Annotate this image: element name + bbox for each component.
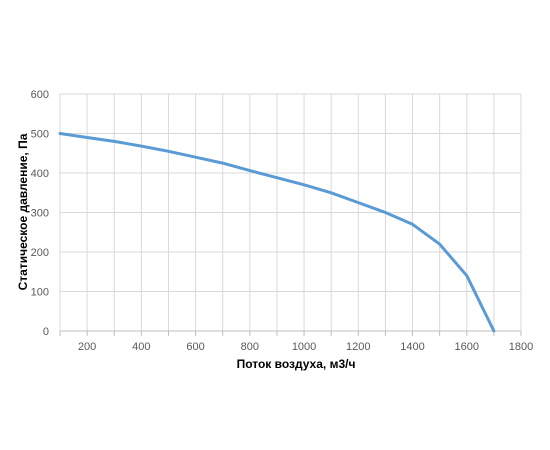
x-axis-title: Поток воздуха, м3/ч <box>237 357 356 371</box>
y-tick-label: 300 <box>31 208 49 220</box>
y-tick-label: 500 <box>31 129 49 141</box>
x-tick-label: 200 <box>78 341 96 353</box>
x-tick-label: 600 <box>186 341 204 353</box>
series-line <box>58 132 496 333</box>
y-axis-title: Статическое давление, Па <box>16 133 30 290</box>
y-tick-label: 200 <box>31 247 49 259</box>
axes <box>59 94 522 336</box>
x-tick-label: 1400 <box>400 341 424 353</box>
tick-labels: 200 400 600 800 1000 1200 1400 1600 1800 0 100 200 3… <box>31 89 534 353</box>
x-tick-label: 1000 <box>292 341 316 353</box>
y-tick-label: 400 <box>31 168 49 180</box>
series-layer <box>58 132 496 333</box>
x-tick-label: 1600 <box>455 341 479 353</box>
y-tick-label: 100 <box>31 287 49 299</box>
y-tick-label: 0 <box>43 326 49 338</box>
x-tick-label: 1800 <box>509 341 533 353</box>
x-tick-label: 1200 <box>346 341 370 353</box>
grid <box>60 93 522 331</box>
y-tick-label: 600 <box>31 89 49 101</box>
x-tick-label: 400 <box>132 341 150 353</box>
x-tick-label: 800 <box>241 341 259 353</box>
